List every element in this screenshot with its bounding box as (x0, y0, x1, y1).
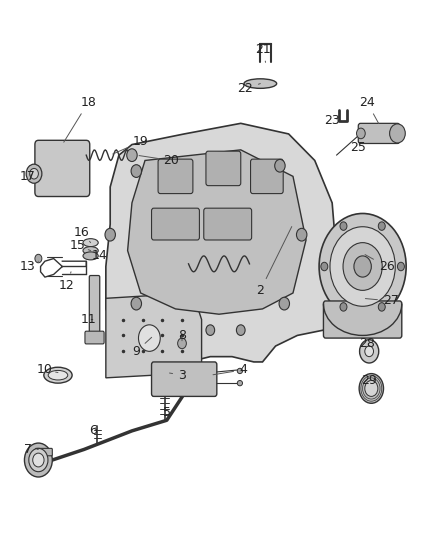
FancyBboxPatch shape (35, 140, 90, 197)
Circle shape (30, 168, 39, 179)
Text: 25: 25 (350, 141, 366, 154)
Text: 24: 24 (359, 95, 379, 124)
Circle shape (343, 243, 382, 290)
FancyBboxPatch shape (152, 362, 217, 397)
FancyBboxPatch shape (158, 159, 193, 193)
Circle shape (397, 262, 404, 271)
Text: 22: 22 (237, 83, 260, 95)
Text: 13: 13 (20, 260, 39, 273)
Text: 27: 27 (365, 294, 399, 308)
Circle shape (131, 297, 141, 310)
Text: 16: 16 (74, 225, 91, 243)
Circle shape (378, 222, 385, 230)
Circle shape (275, 159, 285, 172)
Circle shape (127, 149, 137, 161)
Circle shape (206, 325, 215, 335)
Text: 17: 17 (20, 170, 35, 183)
Text: 5: 5 (163, 406, 171, 419)
Circle shape (365, 346, 374, 357)
Circle shape (35, 254, 42, 263)
Text: 4: 4 (213, 364, 247, 376)
Text: 15: 15 (70, 239, 91, 252)
Text: 28: 28 (359, 337, 375, 350)
Circle shape (319, 214, 406, 319)
Text: 20: 20 (139, 154, 179, 167)
Text: 7: 7 (24, 443, 39, 456)
FancyBboxPatch shape (204, 208, 252, 240)
Text: 26: 26 (365, 255, 395, 273)
Circle shape (340, 303, 347, 311)
Circle shape (365, 381, 378, 397)
Circle shape (359, 374, 384, 403)
Text: 9: 9 (132, 337, 152, 358)
Circle shape (178, 338, 186, 349)
Circle shape (354, 256, 371, 277)
Ellipse shape (44, 367, 72, 383)
Polygon shape (127, 150, 306, 314)
Circle shape (131, 165, 141, 177)
FancyBboxPatch shape (89, 276, 100, 337)
Ellipse shape (48, 370, 68, 380)
Text: 8: 8 (178, 329, 186, 342)
Circle shape (237, 325, 245, 335)
Circle shape (105, 228, 116, 241)
Text: 12: 12 (59, 272, 74, 292)
Circle shape (297, 228, 307, 241)
Circle shape (360, 340, 379, 363)
Text: 10: 10 (37, 364, 58, 376)
FancyBboxPatch shape (85, 331, 104, 344)
FancyBboxPatch shape (35, 448, 52, 456)
FancyBboxPatch shape (152, 208, 199, 240)
Circle shape (29, 448, 48, 472)
Text: 23: 23 (324, 114, 343, 127)
Ellipse shape (83, 247, 98, 255)
Ellipse shape (244, 79, 277, 88)
Circle shape (26, 164, 42, 183)
Circle shape (330, 227, 395, 306)
Circle shape (279, 297, 290, 310)
Circle shape (357, 128, 365, 139)
Text: 21: 21 (254, 43, 270, 62)
FancyBboxPatch shape (251, 159, 283, 193)
Ellipse shape (237, 381, 243, 386)
Ellipse shape (237, 368, 243, 374)
Circle shape (390, 124, 405, 143)
Circle shape (321, 262, 328, 271)
Polygon shape (106, 123, 336, 362)
Text: 2: 2 (256, 227, 292, 297)
Text: 3: 3 (170, 369, 186, 382)
Text: 18: 18 (64, 95, 96, 142)
Text: 14: 14 (92, 249, 107, 262)
Ellipse shape (83, 252, 98, 260)
Text: 11: 11 (81, 313, 96, 326)
Ellipse shape (83, 239, 98, 247)
Text: 29: 29 (361, 374, 377, 387)
Circle shape (33, 453, 44, 467)
FancyBboxPatch shape (323, 301, 402, 338)
Polygon shape (106, 293, 201, 378)
Circle shape (138, 325, 160, 351)
Text: 19: 19 (113, 135, 148, 154)
FancyBboxPatch shape (206, 151, 241, 185)
FancyBboxPatch shape (358, 123, 399, 143)
Circle shape (340, 222, 347, 230)
Text: 6: 6 (89, 424, 97, 438)
Circle shape (378, 303, 385, 311)
Circle shape (25, 443, 52, 477)
